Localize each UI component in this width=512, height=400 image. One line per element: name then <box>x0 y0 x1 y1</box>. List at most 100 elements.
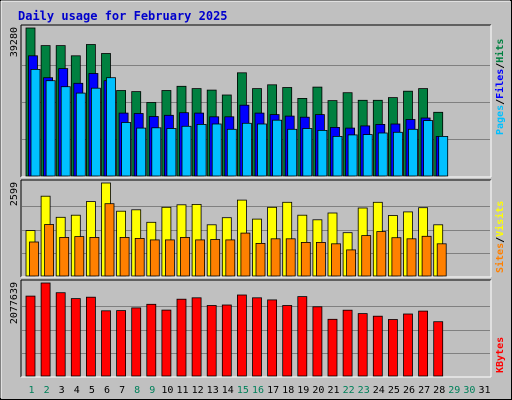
bar-kbytes-day-4 <box>70 298 81 377</box>
bar-sites-day-24 <box>376 231 387 277</box>
panel-legend: KBytes <box>495 337 506 373</box>
x-tick-label: 10 <box>161 385 173 396</box>
bar-pages-day-20 <box>317 129 328 177</box>
legend-entry: KBytes <box>495 337 506 373</box>
bar-kbytes-day-9 <box>146 303 157 377</box>
bar-sites-day-15 <box>240 232 251 277</box>
legend-entry: Sites <box>494 243 506 273</box>
bar-pages-day-13 <box>211 123 222 177</box>
bar-kbytes-day-27 <box>418 310 429 377</box>
bar-pages-day-24 <box>377 132 388 177</box>
bar-kbytes-day-24 <box>372 315 383 377</box>
bar-pages-day-3 <box>60 86 71 177</box>
bar-kbytes-day-20 <box>312 306 323 377</box>
bar-sites-day-3 <box>59 236 70 277</box>
legend-entry: Pages <box>495 105 506 135</box>
bar-kbytes-day-22 <box>342 309 353 377</box>
bar-sites-day-10 <box>164 239 175 277</box>
x-tick-label: 6 <box>104 385 110 396</box>
bar-pages-day-8 <box>136 127 147 177</box>
x-tick-label: 15 <box>237 385 249 396</box>
legend-entry: / <box>495 237 506 243</box>
bar-pages-day-18 <box>287 128 298 177</box>
bar-sites-day-16 <box>255 242 266 277</box>
bar-pages-day-2 <box>45 80 56 177</box>
x-tick-label: 26 <box>403 385 415 396</box>
x-tick-label: 11 <box>176 385 188 396</box>
bar-pages-day-6 <box>106 77 116 177</box>
bar-kbytes-day-21 <box>327 318 338 377</box>
bar-sites-day-13 <box>210 239 221 277</box>
chart-title: Daily usage for February 2025 <box>18 9 228 23</box>
bar-sites-day-5 <box>89 236 100 277</box>
panel-max-label: 2599 <box>9 182 20 206</box>
bar-kbytes-day-23 <box>357 313 368 377</box>
bar-kbytes-day-7 <box>116 310 126 377</box>
bar-pages-day-7 <box>121 122 131 177</box>
series-pages <box>30 69 449 177</box>
panels: 39280Pages/Files/Hits2599Sites/Visits207… <box>9 24 506 378</box>
bar-pages-day-26 <box>408 128 418 177</box>
bar-pages-day-21 <box>332 135 343 177</box>
bar-pages-day-19 <box>302 128 313 177</box>
bar-pages-day-15 <box>241 122 252 177</box>
x-tick-label: 22 <box>343 385 355 396</box>
x-tick-label: 3 <box>59 385 65 396</box>
bar-pages-day-17 <box>272 119 283 177</box>
bar-kbytes-day-2 <box>40 282 51 377</box>
x-tick-label: 29 <box>448 385 460 396</box>
bar-kbytes-day-12 <box>191 297 202 377</box>
bar-pages-day-25 <box>392 131 403 177</box>
x-tick-label: 12 <box>192 385 204 396</box>
bar-sites-day-20 <box>315 241 326 277</box>
bar-pages-day-14 <box>226 128 237 177</box>
x-tick-label: 7 <box>119 385 125 396</box>
bar-sites-day-21 <box>331 243 341 277</box>
x-tick-label: 25 <box>388 385 400 396</box>
legend-entry: Hits <box>494 39 506 63</box>
bar-kbytes-day-6 <box>101 310 111 377</box>
bar-kbytes-day-15 <box>236 294 247 377</box>
x-tick-label: 17 <box>267 385 279 396</box>
x-tick-label: 24 <box>373 385 385 396</box>
bar-sites-day-12 <box>195 239 206 277</box>
bar-pages-day-12 <box>196 124 207 177</box>
bar-pages-day-22 <box>347 134 358 177</box>
x-tick-label: 4 <box>74 385 80 396</box>
bar-sites-day-28 <box>436 243 447 277</box>
bar-kbytes-day-1 <box>25 295 36 377</box>
legend-entry: Files <box>494 69 506 99</box>
panel-legend: Sites/Visits <box>494 201 506 273</box>
x-tick-label: 18 <box>282 385 294 396</box>
x-tick-label: 30 <box>463 385 475 396</box>
bar-pages-day-1 <box>30 69 41 177</box>
bar-sites-day-23 <box>361 235 372 277</box>
bar-pages-day-11 <box>181 125 192 177</box>
bar-kbytes-day-10 <box>161 309 172 377</box>
x-tick-label: 1 <box>28 385 34 396</box>
bar-pages-day-27 <box>423 120 434 177</box>
x-tick-label: 27 <box>418 385 430 396</box>
bar-kbytes-day-25 <box>387 319 398 377</box>
bar-sites-day-22 <box>346 249 357 277</box>
bar-kbytes-day-28 <box>433 321 444 377</box>
bar-sites-day-27 <box>421 235 432 277</box>
bar-pages-day-16 <box>257 123 267 177</box>
x-tick-label: 23 <box>358 385 370 396</box>
panel-max-label: 2077639 <box>9 282 20 324</box>
series-sites <box>29 203 447 277</box>
panel-max-label: 39280 <box>9 27 20 57</box>
bar-sites-day-1 <box>29 241 39 277</box>
bar-sites-day-9 <box>149 239 160 277</box>
x-tick-label: 8 <box>134 385 140 396</box>
bar-kbytes-day-19 <box>297 296 308 377</box>
bar-kbytes-day-8 <box>131 307 142 377</box>
bar-pages-day-9 <box>151 127 162 177</box>
bar-kbytes-day-11 <box>176 298 187 377</box>
x-tick-label: 28 <box>433 385 445 396</box>
x-tick-label: 13 <box>207 385 219 396</box>
bar-sites-day-25 <box>391 237 402 277</box>
bar-pages-day-4 <box>75 92 86 177</box>
bar-sites-day-26 <box>406 238 417 277</box>
x-tick-label: 2 <box>44 385 50 396</box>
